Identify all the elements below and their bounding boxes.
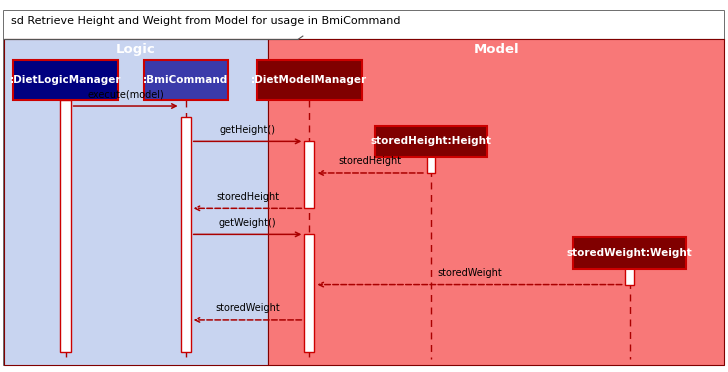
Bar (13, 60, 118, 100)
Text: Logic: Logic (116, 43, 156, 56)
Bar (304, 234, 314, 352)
Bar (181, 117, 191, 352)
Text: storedWeight:Weight: storedWeight:Weight (567, 248, 692, 258)
Bar (574, 237, 686, 269)
Text: :DietLogicManager: :DietLogicManager (9, 75, 122, 85)
Bar (4, 11, 724, 39)
Bar (427, 154, 435, 173)
Text: storedWeight: storedWeight (215, 303, 280, 313)
Text: storedHeight:Height: storedHeight:Height (371, 137, 491, 146)
Text: :DietModelManager: :DietModelManager (251, 75, 368, 85)
Text: storedWeight: storedWeight (438, 268, 502, 278)
Text: getHeight(): getHeight() (220, 125, 275, 135)
Bar (60, 100, 71, 352)
Text: :BmiCommand: :BmiCommand (143, 75, 229, 85)
Bar (4, 39, 268, 365)
Bar (625, 266, 634, 285)
Text: Model: Model (473, 43, 519, 56)
Text: sd Retrieve Height and Weight from Model for usage in BmiCommand: sd Retrieve Height and Weight from Model… (11, 16, 400, 26)
Bar (257, 60, 363, 100)
Text: getWeight(): getWeight() (218, 218, 277, 228)
Text: storedHeight: storedHeight (339, 156, 402, 166)
Bar (375, 126, 488, 157)
Bar (304, 141, 314, 208)
Bar (144, 60, 227, 100)
Bar (268, 39, 724, 365)
Text: storedHeight: storedHeight (216, 192, 279, 202)
Text: execute(model): execute(model) (87, 89, 164, 99)
